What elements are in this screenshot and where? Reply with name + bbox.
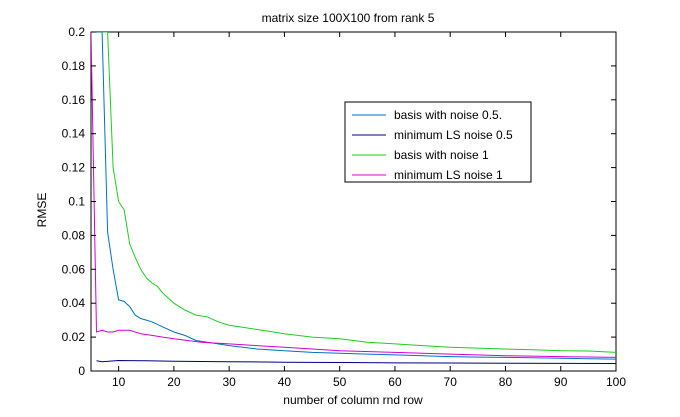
- legend-label-4: minimum LS noise 1: [394, 168, 503, 182]
- legend-label-2: minimum LS noise 0.5: [394, 128, 513, 142]
- y-tick-label: 0.06: [62, 262, 86, 276]
- series-layer: [91, 32, 616, 364]
- x-tick-label: 50: [333, 375, 347, 389]
- x-tick-label: 100: [606, 375, 626, 389]
- x-tick-label: 90: [554, 375, 568, 389]
- series-line-2: [96, 359, 616, 364]
- y-tick-label: 0.04: [62, 296, 86, 310]
- legend-label-3: basis with noise 1: [394, 148, 489, 162]
- legend: basis with noise 0.5. minimum LS noise 0.…: [344, 101, 532, 183]
- series-line-3: [102, 32, 616, 353]
- x-tick-label: 70: [444, 375, 458, 389]
- y-tick-label: 0.18: [62, 59, 86, 73]
- x-tick-label: 40: [278, 375, 292, 389]
- y-tick-label: 0.14: [62, 127, 86, 141]
- y-tick-label: 0: [78, 364, 85, 378]
- y-tick-label: 0.2: [68, 25, 85, 39]
- x-tick-label: 80: [499, 375, 513, 389]
- y-tick-label: 0.1: [68, 195, 85, 209]
- y-tick-label: 0.02: [62, 330, 86, 344]
- plot-area: [90, 31, 617, 372]
- x-tick-label: 20: [167, 375, 181, 389]
- x-tick-label: 60: [388, 375, 402, 389]
- chart-title: matrix size 100X100 from rank 5: [262, 11, 435, 25]
- y-axis-label: RMSE: [35, 193, 49, 228]
- x-tick-label: 30: [222, 375, 236, 389]
- y-tick-label: 0.12: [62, 161, 86, 175]
- x-axis-label: number of column rnd row: [283, 393, 423, 407]
- y-tick-label: 0.16: [62, 93, 86, 107]
- legend-label-1: basis with noise 0.5.: [394, 108, 502, 122]
- x-tick-label: 10: [112, 375, 126, 389]
- series-line-4: [91, 32, 616, 358]
- tick-layer: 10 20 30 40 50 60 70 80 90 100 0 0.02 0.04 0.06 0.08 0.…: [62, 25, 627, 389]
- y-tick-label: 0.08: [62, 228, 86, 242]
